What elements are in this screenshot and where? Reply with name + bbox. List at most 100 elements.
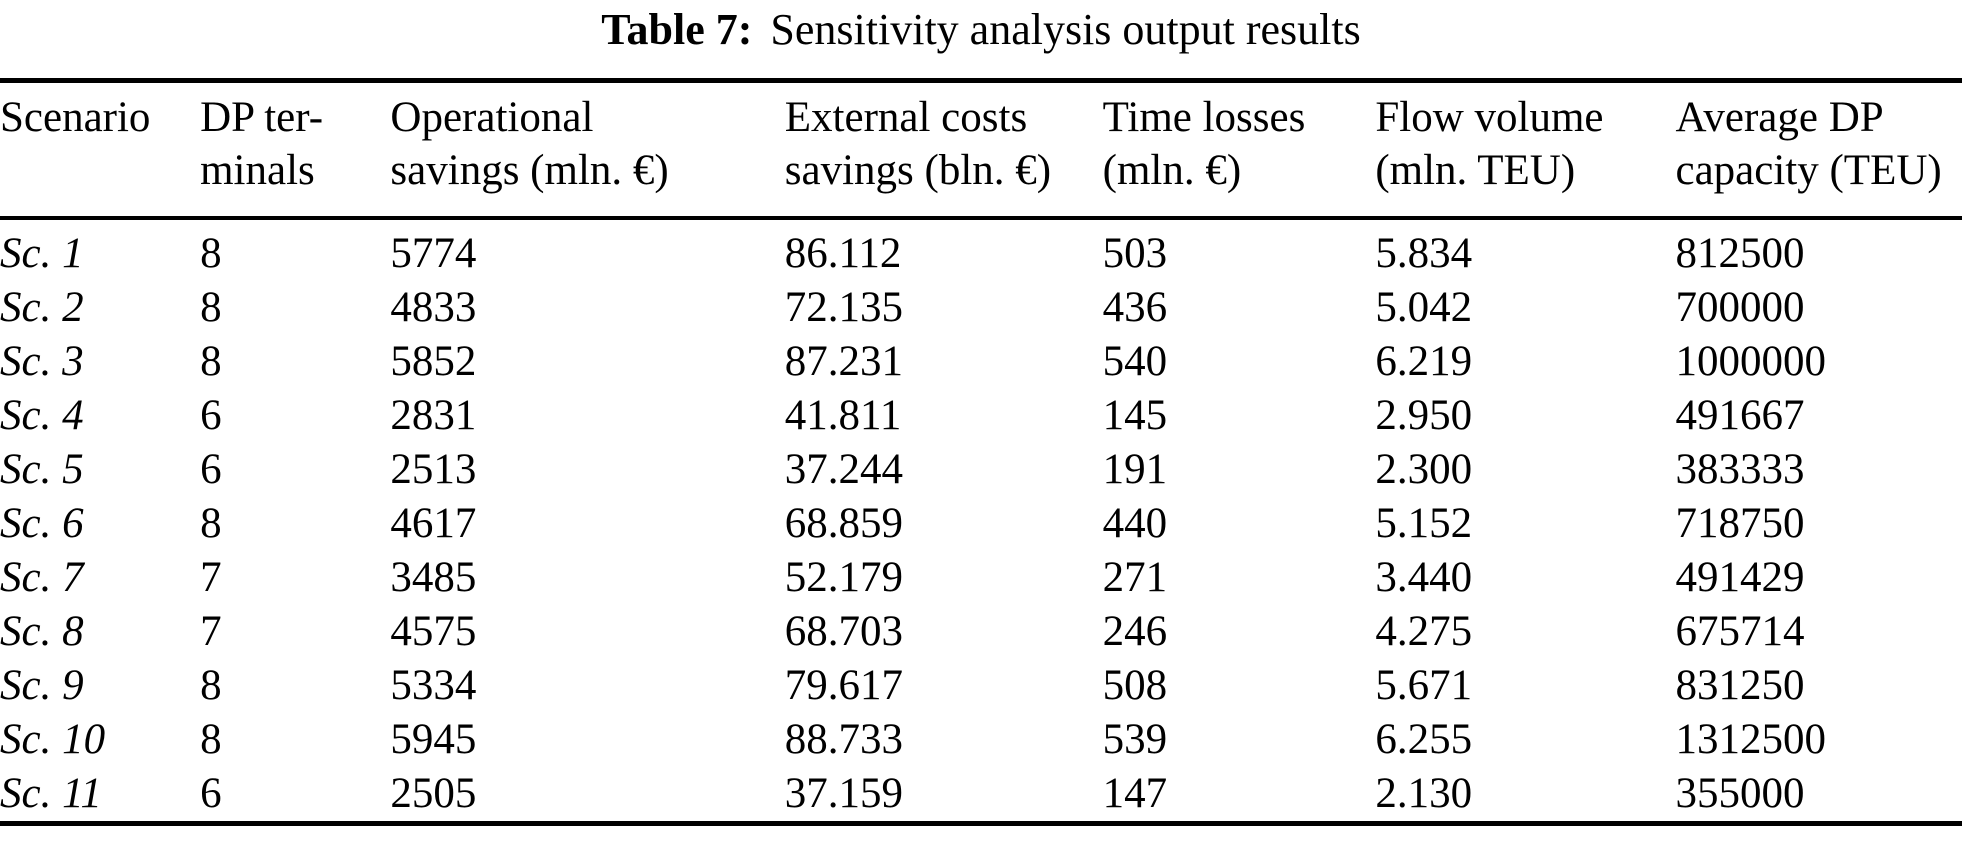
cell-scenario: Sc. 5 <box>0 446 84 494</box>
cell-time-losses: 145 <box>1102 392 1168 440</box>
cell-scenario: Sc. 1 <box>0 230 84 278</box>
column-header-external-costs-savings: External costs savings (bln. €) <box>784 80 1103 221</box>
cell-scenario: Sc. 11 <box>0 770 102 818</box>
table-caption-text: Sensitivity analysis output results <box>770 5 1361 54</box>
cell-time-losses: 508 <box>1102 662 1168 710</box>
cell-operational-savings: 5334 <box>390 662 477 710</box>
cell-external-costs-savings: 41.811 <box>784 392 902 440</box>
table-row: Sc. 7 7 3485 52.179 271 3.440 491429 <box>0 551 1962 605</box>
cell-external-costs-savings: 37.159 <box>784 770 904 818</box>
table-row: Sc. 10 8 5945 88.733 539 6.255 1312500 <box>0 713 1962 767</box>
table-row: Sc. 8 7 4575 68.703 246 4.275 675714 <box>0 605 1962 659</box>
cell-flow-volume: 6.219 <box>1375 338 1473 386</box>
column-header-average-dp-capacity: Average DP capacity (TEU) <box>1675 80 1962 221</box>
cell-average-dp-capacity: 700000 <box>1675 284 1805 332</box>
cell-operational-savings: 4833 <box>390 284 477 332</box>
table-row: Sc. 4 6 2831 41.811 145 2.950 491667 <box>0 389 1962 443</box>
cell-average-dp-capacity: 1000000 <box>1675 338 1827 386</box>
column-header-time-losses: Time losses (mln. €) <box>1102 80 1376 221</box>
cell-dp-terminals: 7 <box>200 554 222 602</box>
cell-time-losses: 539 <box>1102 716 1168 764</box>
cell-external-costs-savings: 72.135 <box>784 284 904 332</box>
cell-dp-terminals: 8 <box>200 500 222 548</box>
table-row: Sc. 3 8 5852 87.231 540 6.219 1000000 <box>0 335 1962 389</box>
cell-operational-savings: 3485 <box>390 554 477 602</box>
column-header-operational-savings: Operational savings (mln. €) <box>390 80 785 221</box>
column-header-flow-volume: Flow volume (mln. TEU) <box>1375 80 1676 221</box>
cell-average-dp-capacity: 491667 <box>1675 392 1805 440</box>
cell-dp-terminals: 8 <box>200 230 222 278</box>
cell-dp-terminals: 6 <box>200 770 222 818</box>
cell-external-costs-savings: 86.112 <box>784 230 902 278</box>
cell-average-dp-capacity: 812500 <box>1675 230 1805 278</box>
column-header-dp-terminals: DP ter- minals <box>200 80 391 221</box>
cell-external-costs-savings: 79.617 <box>784 662 904 710</box>
cell-operational-savings: 2513 <box>390 446 477 494</box>
cell-average-dp-capacity: 383333 <box>1675 446 1805 494</box>
cell-scenario: Sc. 8 <box>0 608 84 656</box>
cell-dp-terminals: 7 <box>200 608 222 656</box>
cell-scenario: Sc. 4 <box>0 392 84 440</box>
cell-dp-terminals: 8 <box>200 716 222 764</box>
cell-flow-volume: 3.440 <box>1375 554 1473 602</box>
cell-operational-savings: 2831 <box>390 392 477 440</box>
cell-time-losses: 540 <box>1102 338 1168 386</box>
cell-time-losses: 436 <box>1102 284 1168 332</box>
cell-external-costs-savings: 88.733 <box>784 716 904 764</box>
table-row: Sc. 2 8 4833 72.135 436 5.042 700000 <box>0 281 1962 335</box>
cell-time-losses: 503 <box>1102 230 1168 278</box>
table-row: Sc. 1 8 5774 86.112 503 5.834 812500 <box>0 218 1962 281</box>
table-row: Sc. 9 8 5334 79.617 508 5.671 831250 <box>0 659 1962 713</box>
cell-average-dp-capacity: 355000 <box>1675 770 1805 818</box>
table-header-row: Scenario DP ter- minals Operational savi… <box>0 80 1962 221</box>
table-caption-label: Table 7: <box>601 5 753 54</box>
cell-flow-volume: 5.152 <box>1375 500 1473 548</box>
cell-scenario: Sc. 9 <box>0 662 84 710</box>
cell-flow-volume: 2.300 <box>1375 446 1473 494</box>
cell-flow-volume: 5.671 <box>1375 662 1473 710</box>
table-row: Sc. 11 6 2505 37.159 147 2.130 355000 <box>0 767 1962 824</box>
cell-scenario: Sc. 6 <box>0 500 84 548</box>
cell-average-dp-capacity: 675714 <box>1675 608 1805 656</box>
cell-time-losses: 147 <box>1102 770 1168 818</box>
cell-flow-volume: 4.275 <box>1375 608 1473 656</box>
table-caption: Table 7: Sensitivity analysis output resu… <box>0 0 1962 54</box>
cell-operational-savings: 5852 <box>390 338 477 386</box>
sensitivity-results-table: Scenario DP ter- minals Operational savi… <box>0 78 1962 827</box>
cell-time-losses: 191 <box>1102 446 1168 494</box>
cell-scenario: Sc. 10 <box>0 716 106 764</box>
cell-time-losses: 440 <box>1102 500 1168 548</box>
cell-scenario: Sc. 7 <box>0 554 84 602</box>
cell-external-costs-savings: 68.703 <box>784 608 904 656</box>
cell-time-losses: 246 <box>1102 608 1168 656</box>
cell-operational-savings: 5945 <box>390 716 477 764</box>
cell-external-costs-savings: 37.244 <box>784 446 904 494</box>
table-row: Sc. 5 6 2513 37.244 191 2.300 383333 <box>0 443 1962 497</box>
table-row: Sc. 6 8 4617 68.859 440 5.152 718750 <box>0 497 1962 551</box>
cell-flow-volume: 2.130 <box>1375 770 1473 818</box>
cell-time-losses: 271 <box>1102 554 1168 602</box>
cell-operational-savings: 4617 <box>390 500 477 548</box>
cell-operational-savings: 2505 <box>390 770 477 818</box>
cell-flow-volume: 2.950 <box>1375 392 1473 440</box>
cell-external-costs-savings: 52.179 <box>784 554 904 602</box>
cell-average-dp-capacity: 491429 <box>1675 554 1805 602</box>
cell-dp-terminals: 8 <box>200 338 222 386</box>
cell-external-costs-savings: 68.859 <box>784 500 904 548</box>
cell-dp-terminals: 8 <box>200 284 222 332</box>
cell-dp-terminals: 6 <box>200 392 222 440</box>
cell-scenario: Sc. 3 <box>0 338 84 386</box>
cell-external-costs-savings: 87.231 <box>784 338 904 386</box>
cell-dp-terminals: 8 <box>200 662 222 710</box>
column-header-scenario: Scenario <box>0 80 201 221</box>
cell-scenario: Sc. 2 <box>0 284 84 332</box>
cell-flow-volume: 5.834 <box>1375 230 1473 278</box>
cell-flow-volume: 6.255 <box>1375 716 1473 764</box>
cell-flow-volume: 5.042 <box>1375 284 1473 332</box>
cell-average-dp-capacity: 831250 <box>1675 662 1805 710</box>
cell-average-dp-capacity: 718750 <box>1675 500 1805 548</box>
cell-operational-savings: 4575 <box>390 608 477 656</box>
cell-operational-savings: 5774 <box>390 230 477 278</box>
cell-average-dp-capacity: 1312500 <box>1675 716 1827 764</box>
